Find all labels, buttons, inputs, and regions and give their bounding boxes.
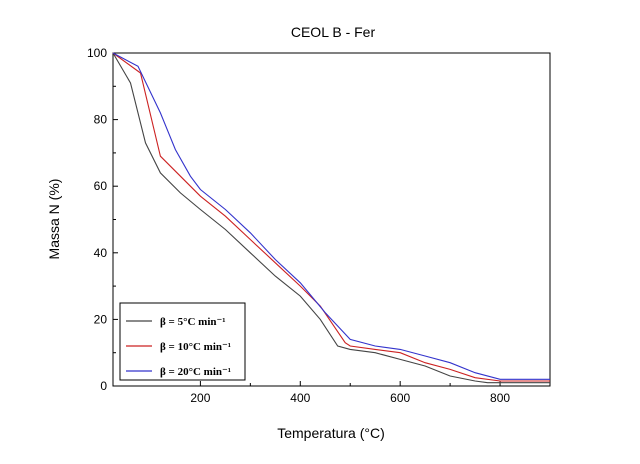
series-line-3 (112, 52, 550, 380)
legend: β = 5°C min⁻¹ β = 10°C min⁻¹ β = 20°C min⁻… (119, 302, 246, 381)
y-tick-label: 100 (87, 46, 107, 60)
y-tick-label: 80 (94, 113, 108, 127)
chart-title: CEOL B - Fer (291, 24, 376, 40)
x-tick-label: 800 (490, 391, 510, 405)
x-tick-label: 200 (190, 391, 210, 405)
y-axis-label: Massa N (%) (46, 179, 62, 260)
legend-label-2: β = 10°C min⁻¹ (160, 341, 231, 353)
y-tick-label: 40 (94, 246, 108, 260)
x-axis-label: Temperatura (°C) (277, 425, 385, 441)
y-tick-label: 20 (94, 312, 108, 326)
legend-label-3: β = 20°C min⁻¹ (160, 366, 231, 378)
series-lines (112, 52, 550, 384)
series-line-2 (112, 52, 550, 382)
x-tick-label: 600 (390, 391, 410, 405)
axis-ticks: 200 400 600 800 0 20 40 60 80 100 (87, 46, 510, 405)
legend-box (119, 302, 246, 381)
series-line-1 (112, 52, 550, 384)
y-tick-label: 0 (100, 379, 107, 393)
y-tick-label: 60 (94, 179, 108, 193)
x-tick-label: 400 (290, 391, 310, 405)
legend-label-1: β = 5°C min⁻¹ (160, 316, 226, 328)
